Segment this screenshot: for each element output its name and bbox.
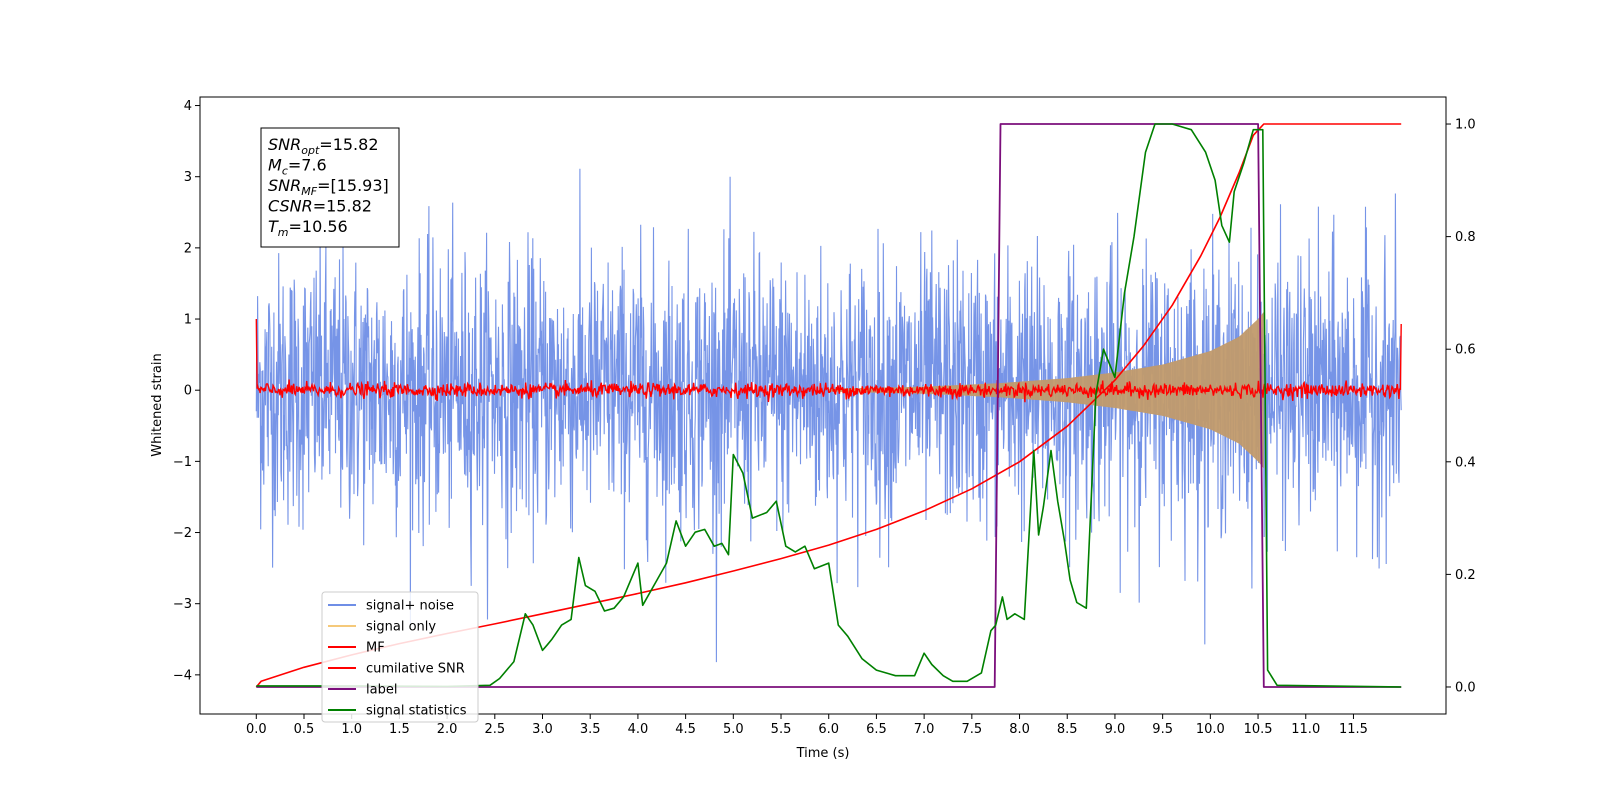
plot-frame [199,96,1447,715]
annotation-line: SNRopt=15.82 [268,135,379,157]
y-tick-label: 1 [184,313,192,328]
x-tick-label: 5.5 [771,722,792,737]
x-tick-label: 3.5 [580,722,601,737]
axes: 0.0 0.5 1.0 1.5 2.0 2.5 3.0 3.5 4.0 4.5 5.0 5.5 6.0 6… [173,99,1476,737]
x-tick-label: 9.0 [1105,722,1126,737]
x-tick-label: 2.5 [484,722,505,737]
x-tick-label: 1.0 [341,722,362,737]
y2-tick-label: 0.0 [1455,680,1476,695]
y-tick-label: −3 [173,597,192,612]
y-tick-label: 3 [184,170,192,185]
legend-entry-label: MF [366,641,385,656]
annotation-line: SNRMF=[15.93] [268,176,389,198]
x-tick-label: 4.5 [675,722,696,737]
x-tick-label: 6.0 [818,722,839,737]
annotation-line: Mc=7.6 [268,156,327,178]
y-axis-label: Whitened strain [150,353,165,456]
legend-frame [321,591,479,723]
x-tick-label: 6.5 [866,722,887,737]
series-label [256,123,1402,688]
annotation-line: CSNR=15.82 [268,197,372,216]
series-signal-statistics [256,123,1402,688]
x-tick-label: 1.5 [389,722,410,737]
series-mf [255,318,1402,403]
y2-tick-label: 0.6 [1455,343,1476,358]
stats-annotation-box: SNRopt=15.82Mc=7.6SNRMF=[15.93]CSNR=15.8… [260,127,400,248]
y-tick-label: −2 [173,526,192,541]
x-tick-label: 11.0 [1291,722,1320,737]
x-tick-label: 0.0 [246,722,267,737]
annotation-frame [260,127,400,248]
legend-entry-label: signal only [366,620,436,635]
y-tick-label: −1 [173,455,192,470]
x-tick-label: 9.5 [1152,722,1173,737]
y2-tick-label: 0.8 [1455,230,1476,245]
y-tick-label: −4 [173,668,192,683]
y2-tick-label: 0.2 [1455,568,1476,583]
x-tick-label: 3.0 [532,722,553,737]
y2-tick-label: 0.4 [1455,455,1476,470]
x-axis-label: Time (s) [796,746,850,761]
y-tick-label: 2 [184,241,192,256]
y-tick-label: 0 [184,384,192,399]
x-tick-label: 10.0 [1196,722,1225,737]
x-tick-label: 0.5 [294,722,315,737]
legend-entry-label: cumilative SNR [366,662,465,677]
annotation-line: Tm=10.56 [268,217,348,239]
x-tick-label: 8.0 [1009,722,1030,737]
y-tick-label: 4 [184,99,192,114]
legend-entry-label: signal statistics [366,704,467,719]
x-tick-label: 10.5 [1244,722,1273,737]
x-tick-label: 8.5 [1057,722,1078,737]
legend-entry-label: signal+ noise [366,599,454,614]
y2-tick-label: 1.0 [1455,118,1476,133]
x-tick-label: 7.0 [914,722,935,737]
legend-entry-label: label [366,683,397,698]
x-tick-label: 2.0 [437,722,458,737]
x-tick-label: 11.5 [1339,722,1368,737]
x-tick-label: 7.5 [961,722,982,737]
x-tick-label: 5.0 [723,722,744,737]
x-tick-label: 4.0 [628,722,649,737]
legend: signal+ noise signal only MF cumilative SNR… [321,591,479,723]
